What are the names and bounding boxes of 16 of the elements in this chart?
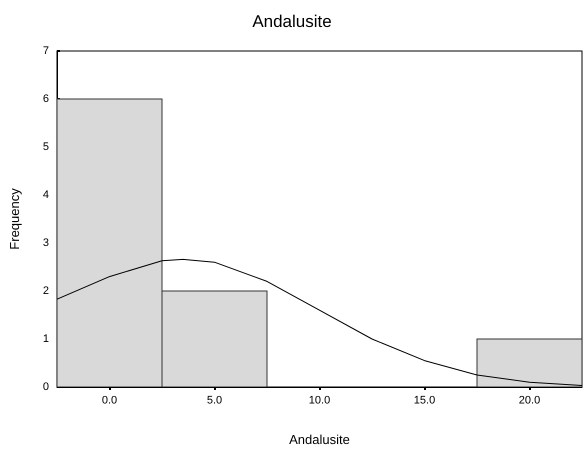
x-tick-label: 5.0	[206, 394, 222, 406]
y-tick-label: 4	[42, 189, 49, 201]
chart-title: Andalusite	[252, 12, 332, 31]
x-tick-label: 20.0	[518, 394, 540, 406]
y-tick-label: 6	[42, 93, 49, 105]
y-tick-label: 1	[42, 333, 49, 345]
y-tick-label: 2	[42, 285, 49, 297]
y-axis-title: Frequency	[7, 188, 22, 250]
x-tick-label: 0.0	[102, 394, 118, 406]
x-tick-label: 15.0	[414, 394, 436, 406]
y-tick-label: 7	[42, 45, 49, 57]
x-axis-title: Andalusite	[289, 432, 350, 447]
x-tick-label: 10.0	[308, 394, 330, 406]
y-tick-label: 0	[42, 381, 49, 393]
y-tick-label: 3	[42, 237, 49, 249]
y-tick-label: 5	[42, 141, 49, 153]
